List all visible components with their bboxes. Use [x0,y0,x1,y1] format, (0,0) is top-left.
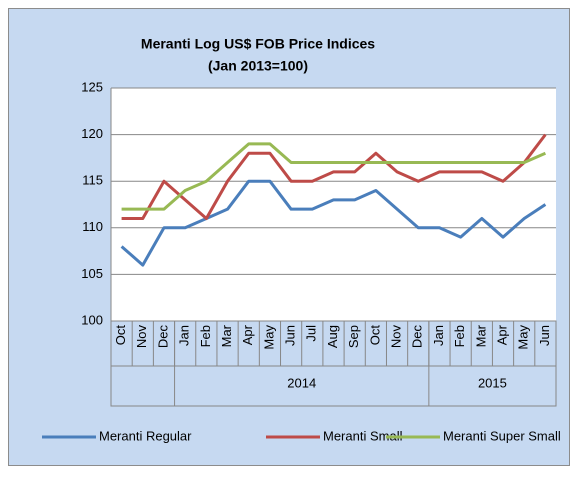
x-tick-label: Aug [325,325,340,348]
chart-subtitle: (Jan 2013=100) [208,58,308,74]
x-tick-label: Jul [304,325,319,342]
y-tick-label: 120 [81,126,103,141]
x-tick-label: Nov [389,325,404,349]
x-tick-label: Nov [134,325,149,349]
x-tick-label: Dec [410,325,425,349]
group-label: 2014 [287,375,316,390]
series-line [120,179,547,267]
y-tick-label: 125 [81,79,103,94]
x-tick-label: Jun [283,325,298,346]
series-line [121,142,547,211]
x-tick-label: Apr [494,324,509,345]
x-tick-label: Apr [240,324,255,345]
legend-label: Meranti Super Small [443,428,561,443]
x-tick-label: May [516,325,531,350]
legend-label: Meranti Regular [99,428,192,443]
chart-title: Meranti Log US$ FOB Price Indices [141,36,375,52]
x-tick-label: Jan [431,325,446,346]
x-tick-label: Jun [537,325,552,346]
x-tick-label: Dec [155,325,170,349]
legend-label: Meranti Small [323,428,403,443]
x-tick-label: Mar [219,324,234,347]
x-tick-label: May [261,325,276,350]
series-line [121,133,547,220]
x-tick-label: Sep [346,325,361,348]
group-label: 2015 [478,375,507,390]
category-box [110,320,557,407]
y-tick-label: 110 [82,219,103,234]
x-tick-label: Jan [177,325,192,346]
y-tick-label: 115 [82,173,103,188]
y-tick-label: 100 [81,312,103,327]
x-tick-label: Oct [113,325,128,346]
x-tick-label: Mar [473,324,488,347]
plot-area [111,88,556,321]
x-tick-label: Oct [367,325,382,346]
x-tick-label: Feb [198,325,213,347]
y-tick-label: 105 [81,266,103,281]
x-tick-label: Feb [452,325,467,347]
